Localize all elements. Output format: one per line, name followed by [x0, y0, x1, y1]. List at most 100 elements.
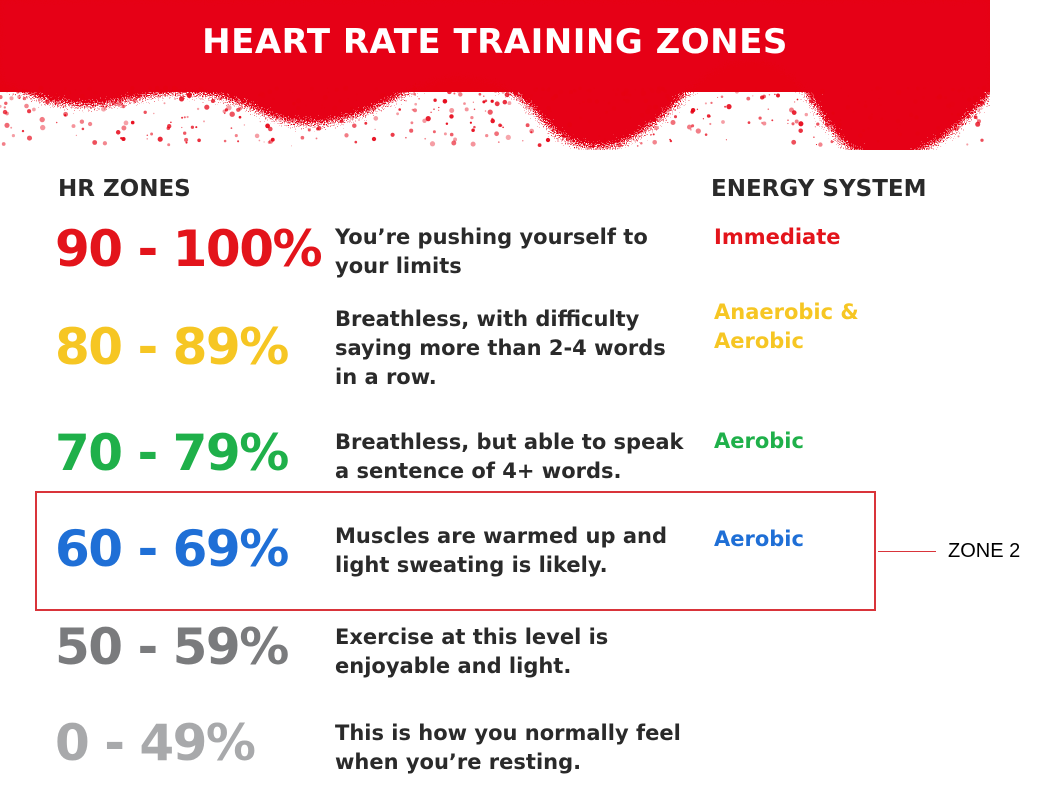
splatter-speck [916, 86, 920, 91]
splatter-speck [530, 131, 533, 134]
splatter-speck [443, 132, 447, 136]
splatter-speck [858, 133, 863, 138]
splatter-speck [158, 89, 164, 95]
splatter-speck [449, 132, 454, 137]
splatter-speck [198, 86, 204, 92]
splatter-speck [449, 114, 454, 119]
splatter-speck [433, 98, 437, 102]
splatter-speck [196, 107, 200, 111]
splatter-speck [186, 92, 192, 99]
zone-range: 0 - 49% [55, 714, 256, 772]
splatter-speck [649, 87, 653, 91]
splatter-speck [55, 91, 58, 94]
splatter-speck [230, 96, 233, 98]
splatter-speck [355, 93, 358, 96]
splatter-speck [445, 122, 449, 125]
splatter-speck [641, 87, 645, 91]
splatter-speck [146, 134, 149, 136]
splatter-speck [494, 131, 499, 137]
splatter-speck [542, 89, 545, 91]
splatter-speck [593, 87, 596, 89]
splatter-speck [959, 132, 961, 134]
splatter-speck [223, 112, 226, 115]
splatter-speck [579, 116, 583, 120]
splatter-speck [973, 100, 978, 105]
splatter-speck [623, 98, 626, 101]
zone-range: 60 - 69% [55, 520, 289, 578]
splatter-speck [617, 142, 622, 148]
splatter-speck [157, 136, 163, 142]
splatter-speck [396, 112, 400, 116]
splatter-speck [0, 95, 3, 100]
splatter-speck [587, 119, 592, 124]
splatter-speck [696, 108, 699, 111]
splatter-speck [783, 85, 788, 91]
splatter-speck [798, 121, 804, 127]
splatter-speck [798, 128, 803, 133]
splatter-speck [840, 87, 842, 89]
splatter-speck [69, 92, 72, 95]
splatter-speck [815, 144, 818, 146]
splatter-speck [128, 89, 134, 95]
splatter-speck [787, 122, 789, 125]
splatter-speck [972, 95, 979, 101]
splatter-speck [558, 89, 564, 95]
splatter-speck [296, 98, 301, 104]
splatter-speck [567, 122, 573, 128]
splatter-speck [572, 88, 576, 92]
splatter-speck [268, 126, 273, 132]
splatter-speck [505, 134, 511, 141]
splatter-speck [49, 87, 51, 89]
splatter-speck [966, 143, 969, 146]
splatter-speck [791, 122, 795, 126]
splatter-speck [540, 97, 543, 99]
splatter-speck [774, 93, 776, 96]
splatter-speck [629, 116, 632, 119]
splatter-speck [879, 103, 882, 107]
splatter-speck [433, 86, 439, 92]
splatter-speck [953, 125, 959, 132]
splatter-speck [948, 119, 951, 122]
splatter-speck [412, 86, 417, 90]
splatter-speck [179, 96, 185, 102]
splatter-speck [0, 104, 2, 108]
splatter-speck [767, 108, 770, 110]
splatter-speck [242, 101, 245, 104]
splatter-speck [136, 94, 141, 99]
splatter-speck [939, 124, 942, 126]
splatter-speck [537, 143, 542, 148]
splatter-speck [254, 133, 260, 139]
splatter-speck [145, 90, 149, 93]
splatter-speck [177, 89, 182, 94]
splatter-speck [123, 120, 129, 126]
splatter-speck [734, 89, 739, 94]
splatter-speck [871, 89, 873, 91]
splatter-speck [422, 118, 427, 123]
splatter-speck [338, 99, 342, 103]
splatter-speck [349, 106, 354, 111]
splatter-speck [321, 104, 323, 107]
splatter-speck [186, 115, 189, 119]
splatter-speck [36, 89, 41, 95]
zone-2-label: ZONE 2 [948, 540, 1021, 562]
splatter-speck [234, 134, 238, 138]
splatter-speck [862, 129, 866, 132]
splatter-speck [379, 93, 385, 99]
splatter-speck [950, 112, 954, 116]
splatter-speck [568, 90, 574, 95]
splatter-speck [424, 88, 427, 90]
splatter-speck [183, 131, 187, 135]
splatter-speck [167, 143, 171, 147]
splatter-speck [38, 85, 44, 91]
splatter-speck [936, 125, 941, 130]
splatter-speck [898, 132, 902, 137]
splatter-speck [814, 126, 817, 128]
splatter-speck [92, 140, 98, 145]
splatter-speck [871, 113, 873, 115]
splatter-speck [979, 100, 985, 106]
splatter-speck [656, 88, 661, 94]
splatter-speck [477, 88, 482, 92]
splatter-speck [132, 98, 137, 103]
splatter-speck [3, 106, 6, 109]
zone-2-highlight-box [35, 491, 876, 611]
